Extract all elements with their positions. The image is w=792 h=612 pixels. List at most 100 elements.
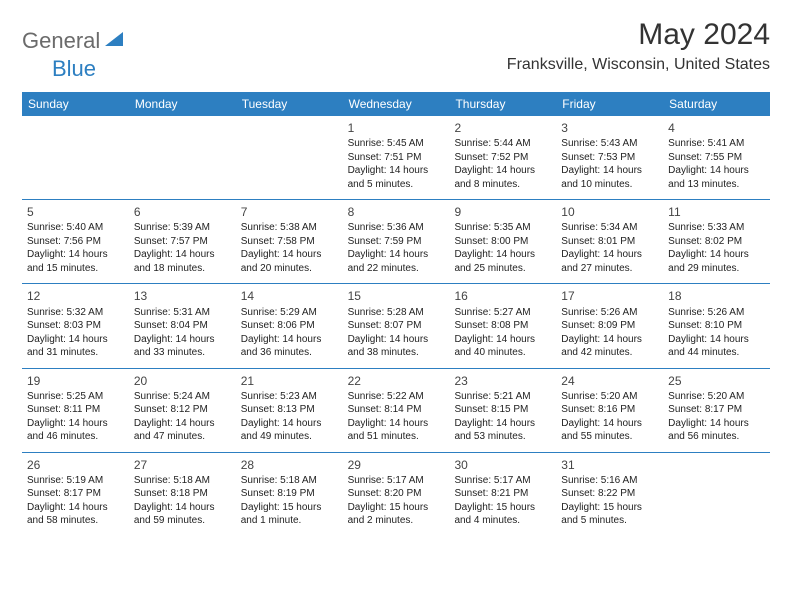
- sunset-line: Sunset: 8:14 PM: [348, 403, 445, 417]
- brand-triangle-icon: [105, 32, 123, 51]
- week-row: 1Sunrise: 5:45 AMSunset: 7:51 PMDaylight…: [22, 116, 770, 200]
- daylight-line: Daylight: 14 hours and 25 minutes.: [454, 248, 551, 275]
- day-number: 16: [454, 288, 551, 304]
- day-cell: 3Sunrise: 5:43 AMSunset: 7:53 PMDaylight…: [556, 116, 663, 199]
- day-number: 13: [134, 288, 231, 304]
- day-number: 10: [561, 204, 658, 220]
- weekday-header: Saturday: [663, 92, 770, 116]
- sunset-line: Sunset: 7:56 PM: [27, 235, 124, 249]
- daylight-line: Daylight: 14 hours and 59 minutes.: [134, 501, 231, 528]
- day-cell: 1Sunrise: 5:45 AMSunset: 7:51 PMDaylight…: [343, 116, 450, 199]
- day-number: 4: [668, 120, 765, 136]
- sunrise-line: Sunrise: 5:27 AM: [454, 306, 551, 320]
- daylight-line: Daylight: 14 hours and 33 minutes.: [134, 333, 231, 360]
- sunrise-line: Sunrise: 5:22 AM: [348, 390, 445, 404]
- day-cell: 26Sunrise: 5:19 AMSunset: 8:17 PMDayligh…: [22, 453, 129, 536]
- daylight-line: Daylight: 14 hours and 5 minutes.: [348, 164, 445, 191]
- day-cell: 23Sunrise: 5:21 AMSunset: 8:15 PMDayligh…: [449, 369, 556, 452]
- empty-cell: [663, 453, 770, 536]
- week-row: 19Sunrise: 5:25 AMSunset: 8:11 PMDayligh…: [22, 369, 770, 453]
- sunrise-line: Sunrise: 5:26 AM: [561, 306, 658, 320]
- day-cell: 22Sunrise: 5:22 AMSunset: 8:14 PMDayligh…: [343, 369, 450, 452]
- sunset-line: Sunset: 8:19 PM: [241, 487, 338, 501]
- daylight-line: Daylight: 14 hours and 18 minutes.: [134, 248, 231, 275]
- day-cell: 16Sunrise: 5:27 AMSunset: 8:08 PMDayligh…: [449, 284, 556, 367]
- sunrise-line: Sunrise: 5:23 AM: [241, 390, 338, 404]
- empty-cell: [236, 116, 343, 199]
- day-number: 11: [668, 204, 765, 220]
- day-cell: 25Sunrise: 5:20 AMSunset: 8:17 PMDayligh…: [663, 369, 770, 452]
- day-number: 14: [241, 288, 338, 304]
- brand-part1: General: [22, 28, 100, 54]
- sunrise-line: Sunrise: 5:24 AM: [134, 390, 231, 404]
- day-number: 3: [561, 120, 658, 136]
- day-cell: 2Sunrise: 5:44 AMSunset: 7:52 PMDaylight…: [449, 116, 556, 199]
- week-row: 26Sunrise: 5:19 AMSunset: 8:17 PMDayligh…: [22, 453, 770, 536]
- day-number: 1: [348, 120, 445, 136]
- daylight-line: Daylight: 14 hours and 46 minutes.: [27, 417, 124, 444]
- day-number: 30: [454, 457, 551, 473]
- sunrise-line: Sunrise: 5:41 AM: [668, 137, 765, 151]
- daylight-line: Daylight: 14 hours and 53 minutes.: [454, 417, 551, 444]
- sunset-line: Sunset: 8:18 PM: [134, 487, 231, 501]
- brand-part2: Blue: [52, 56, 96, 82]
- sunset-line: Sunset: 8:10 PM: [668, 319, 765, 333]
- daylight-line: Daylight: 14 hours and 20 minutes.: [241, 248, 338, 275]
- sunset-line: Sunset: 7:58 PM: [241, 235, 338, 249]
- day-cell: 20Sunrise: 5:24 AMSunset: 8:12 PMDayligh…: [129, 369, 236, 452]
- day-number: 5: [27, 204, 124, 220]
- daylight-line: Daylight: 14 hours and 8 minutes.: [454, 164, 551, 191]
- sunrise-line: Sunrise: 5:20 AM: [668, 390, 765, 404]
- day-number: 6: [134, 204, 231, 220]
- sunset-line: Sunset: 8:12 PM: [134, 403, 231, 417]
- sunset-line: Sunset: 8:09 PM: [561, 319, 658, 333]
- sunset-line: Sunset: 7:55 PM: [668, 151, 765, 165]
- month-title: May 2024: [507, 18, 770, 52]
- day-number: 9: [454, 204, 551, 220]
- day-cell: 28Sunrise: 5:18 AMSunset: 8:19 PMDayligh…: [236, 453, 343, 536]
- daylight-line: Daylight: 15 hours and 5 minutes.: [561, 501, 658, 528]
- day-cell: 10Sunrise: 5:34 AMSunset: 8:01 PMDayligh…: [556, 200, 663, 283]
- day-number: 2: [454, 120, 551, 136]
- day-cell: 5Sunrise: 5:40 AMSunset: 7:56 PMDaylight…: [22, 200, 129, 283]
- sunset-line: Sunset: 8:03 PM: [27, 319, 124, 333]
- day-cell: 24Sunrise: 5:20 AMSunset: 8:16 PMDayligh…: [556, 369, 663, 452]
- day-number: 28: [241, 457, 338, 473]
- sunrise-line: Sunrise: 5:43 AM: [561, 137, 658, 151]
- day-number: 29: [348, 457, 445, 473]
- day-cell: 11Sunrise: 5:33 AMSunset: 8:02 PMDayligh…: [663, 200, 770, 283]
- calendar-grid: SundayMondayTuesdayWednesdayThursdayFrid…: [22, 92, 770, 536]
- day-number: 19: [27, 373, 124, 389]
- empty-cell: [129, 116, 236, 199]
- day-number: 31: [561, 457, 658, 473]
- sunrise-line: Sunrise: 5:17 AM: [454, 474, 551, 488]
- day-cell: 19Sunrise: 5:25 AMSunset: 8:11 PMDayligh…: [22, 369, 129, 452]
- sunset-line: Sunset: 8:15 PM: [454, 403, 551, 417]
- day-cell: 31Sunrise: 5:16 AMSunset: 8:22 PMDayligh…: [556, 453, 663, 536]
- sunrise-line: Sunrise: 5:31 AM: [134, 306, 231, 320]
- sunrise-line: Sunrise: 5:34 AM: [561, 221, 658, 235]
- weekday-header: Friday: [556, 92, 663, 116]
- sunrise-line: Sunrise: 5:33 AM: [668, 221, 765, 235]
- sunrise-line: Sunrise: 5:29 AM: [241, 306, 338, 320]
- sunrise-line: Sunrise: 5:21 AM: [454, 390, 551, 404]
- daylight-line: Daylight: 14 hours and 47 minutes.: [134, 417, 231, 444]
- day-number: 24: [561, 373, 658, 389]
- day-cell: 7Sunrise: 5:38 AMSunset: 7:58 PMDaylight…: [236, 200, 343, 283]
- sunrise-line: Sunrise: 5:39 AM: [134, 221, 231, 235]
- day-number: 27: [134, 457, 231, 473]
- sunset-line: Sunset: 8:17 PM: [27, 487, 124, 501]
- sunrise-line: Sunrise: 5:25 AM: [27, 390, 124, 404]
- daylight-line: Daylight: 15 hours and 4 minutes.: [454, 501, 551, 528]
- daylight-line: Daylight: 14 hours and 56 minutes.: [668, 417, 765, 444]
- sunset-line: Sunset: 8:02 PM: [668, 235, 765, 249]
- sunrise-line: Sunrise: 5:16 AM: [561, 474, 658, 488]
- daylight-line: Daylight: 15 hours and 1 minute.: [241, 501, 338, 528]
- weekday-header: Sunday: [22, 92, 129, 116]
- sunset-line: Sunset: 8:13 PM: [241, 403, 338, 417]
- sunset-line: Sunset: 8:04 PM: [134, 319, 231, 333]
- day-cell: 18Sunrise: 5:26 AMSunset: 8:10 PMDayligh…: [663, 284, 770, 367]
- daylight-line: Daylight: 14 hours and 22 minutes.: [348, 248, 445, 275]
- sunset-line: Sunset: 7:57 PM: [134, 235, 231, 249]
- sunset-line: Sunset: 8:06 PM: [241, 319, 338, 333]
